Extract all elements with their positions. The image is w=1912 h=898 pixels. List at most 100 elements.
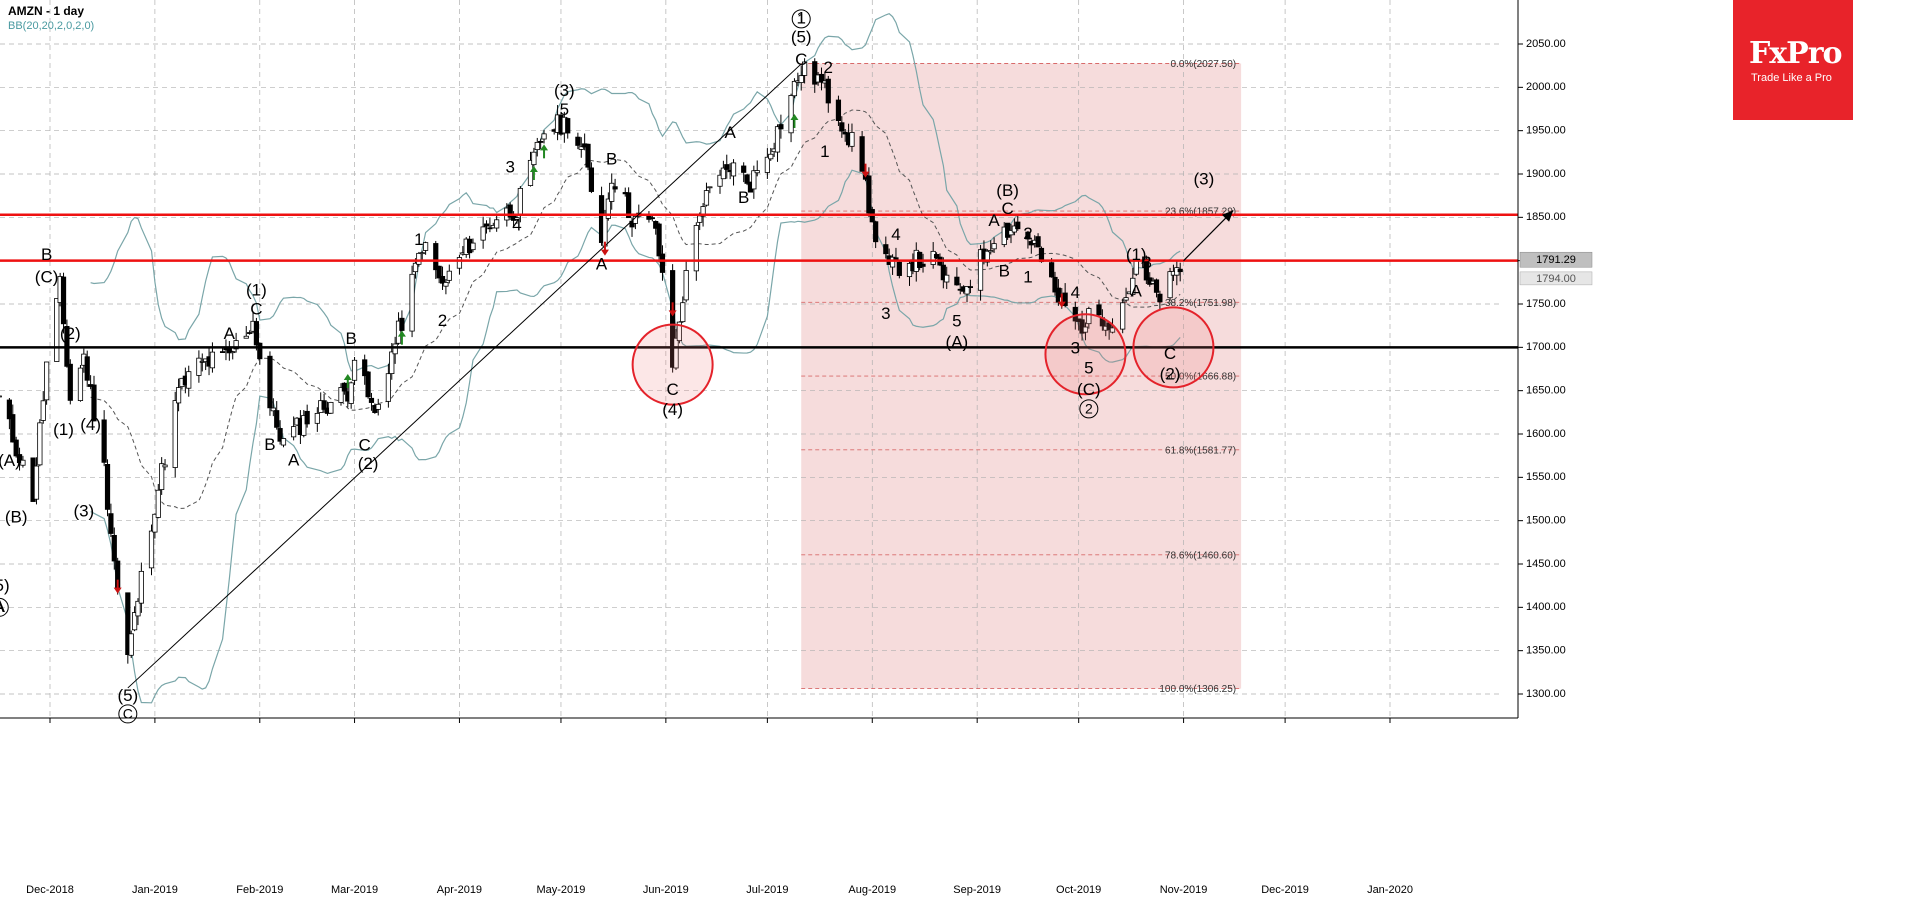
candle — [84, 350, 90, 387]
candle-body — [399, 317, 405, 331]
candle-body — [416, 252, 422, 265]
candle-body — [527, 159, 534, 186]
candle — [456, 254, 463, 275]
candle-body — [101, 419, 107, 463]
candle — [1052, 271, 1058, 296]
candle — [389, 343, 395, 380]
candle — [409, 265, 415, 338]
fxpro-logo: FxPro Trade Like a Pro — [1733, 0, 1853, 120]
candle-body — [1109, 327, 1116, 333]
candle-body — [152, 513, 158, 533]
candle-body — [673, 337, 679, 369]
candle-body — [162, 464, 168, 468]
logo-name: FxPro — [1749, 36, 1843, 71]
candle — [111, 527, 117, 570]
fib-level-label: 100.0%(1306.25) — [1159, 684, 1236, 695]
candle-body — [291, 426, 297, 438]
candle-body — [954, 276, 960, 286]
candle — [825, 75, 831, 113]
x-tick-label: Jan-2020 — [1367, 884, 1413, 896]
wave-label: B — [606, 150, 617, 169]
candle-body — [230, 351, 236, 354]
candle-body — [700, 206, 706, 217]
candle-body — [724, 164, 730, 170]
wave-label: (4) — [80, 415, 101, 434]
candle-body — [751, 170, 757, 190]
candle-body — [1008, 230, 1014, 236]
candle — [91, 375, 97, 422]
candle — [741, 162, 747, 183]
y-tick-label: 1900.00 — [1526, 168, 1566, 180]
signal-arrow-head — [861, 171, 870, 178]
candle — [439, 266, 446, 290]
wave-label: (2) — [60, 324, 81, 343]
y-tick-label: 1400.00 — [1526, 601, 1566, 613]
signal-arrow-head — [540, 144, 549, 151]
candle-body — [253, 321, 260, 346]
candle-body — [1015, 221, 1021, 230]
candle-body — [409, 273, 415, 332]
candle — [267, 351, 273, 416]
candle — [1167, 267, 1173, 301]
candle — [230, 350, 236, 360]
signal-arrow-head — [113, 587, 122, 594]
candle — [20, 455, 26, 468]
candle-body — [480, 226, 486, 241]
candle-body — [676, 321, 682, 342]
candle-body — [433, 243, 439, 271]
candle — [507, 202, 513, 221]
wave-label: C — [1164, 344, 1176, 363]
candle-body — [778, 124, 784, 130]
wave-label: 1 — [414, 230, 423, 249]
candle — [101, 410, 107, 467]
wave-label: B — [1141, 253, 1152, 272]
y-tick-label: 1850.00 — [1526, 211, 1566, 223]
wave-label: 3 — [881, 304, 890, 323]
wave-label: 1 — [820, 142, 829, 161]
candle — [304, 404, 310, 428]
candle — [801, 58, 808, 84]
x-tick-label: Nov-2019 — [1160, 884, 1208, 896]
candle — [977, 244, 984, 301]
candle — [419, 250, 425, 260]
candle — [138, 562, 144, 613]
wave-label: B — [264, 435, 275, 454]
wave-label: 1 — [1023, 267, 1032, 286]
x-tick-label: Apr-2019 — [437, 884, 482, 896]
signal-arrow-head — [790, 114, 799, 120]
candle-body — [1079, 319, 1085, 334]
second-price-label: 1794.00 — [1536, 273, 1576, 285]
candle — [859, 130, 865, 172]
candle-body — [395, 320, 402, 344]
candle — [1025, 230, 1031, 249]
candle — [348, 381, 354, 409]
candle — [1177, 262, 1183, 282]
candle — [944, 266, 950, 289]
candle-body — [1086, 308, 1092, 325]
candle — [670, 264, 676, 373]
y-tick-label: 1500.00 — [1526, 515, 1566, 527]
candle-body — [889, 256, 896, 268]
candle-body — [1167, 271, 1173, 299]
candle-body — [741, 165, 747, 173]
candle-body — [37, 422, 43, 466]
candle-body — [534, 141, 540, 151]
candle — [314, 407, 320, 432]
horizontal-levels — [0, 213, 1518, 349]
candle — [247, 330, 253, 335]
candle — [680, 296, 686, 324]
signal-arrow-head — [529, 166, 538, 172]
candle — [538, 138, 544, 150]
x-tick-label: May-2019 — [536, 884, 585, 896]
candle — [483, 220, 490, 234]
candle-body — [40, 400, 46, 421]
y-tick-label: 1300.00 — [1526, 688, 1566, 700]
candle — [659, 245, 666, 281]
bollinger-upper-band — [90, 13, 1181, 372]
candle — [186, 365, 192, 397]
wave-label: (2) — [358, 454, 379, 473]
circled-label-ring — [0, 597, 9, 617]
candle-body — [67, 363, 73, 401]
wave-label: (B) — [996, 181, 1019, 200]
